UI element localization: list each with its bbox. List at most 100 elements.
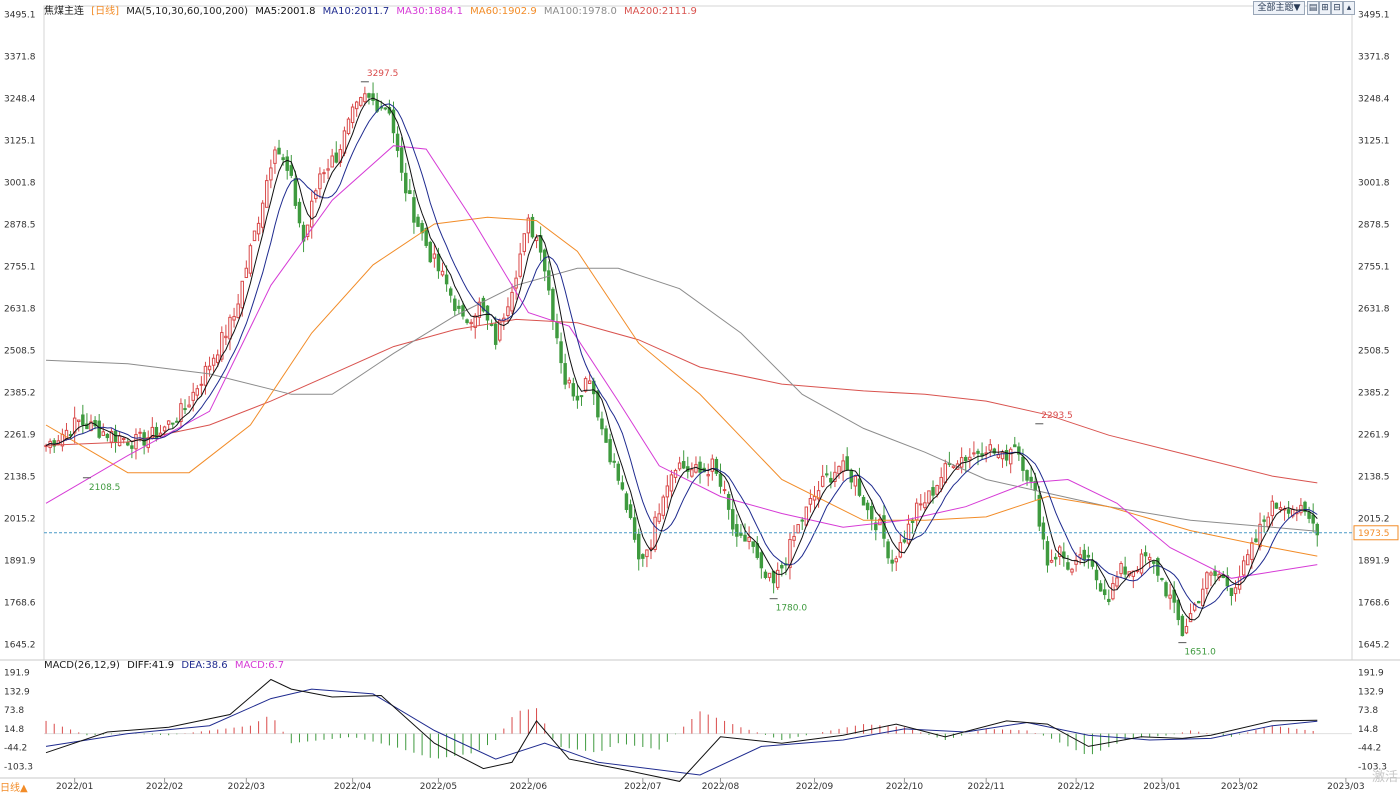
date-tick-label: 2022/03 xyxy=(228,782,265,792)
candle-down xyxy=(465,319,469,324)
candle-up xyxy=(1184,625,1189,634)
topic-dropdown-button[interactable]: 全部主题▼ xyxy=(1253,1,1305,15)
candle-down xyxy=(1029,476,1033,482)
candle-up xyxy=(1000,451,1005,460)
candle-down xyxy=(391,109,396,134)
price-tick-label-left: 2261.9 xyxy=(4,431,36,441)
candle-up xyxy=(820,475,825,487)
date-tick-label: 2022/12 xyxy=(1057,782,1094,792)
candle-down xyxy=(1213,570,1217,577)
candle-down xyxy=(1164,582,1168,597)
candle-up xyxy=(710,458,715,472)
candle-down xyxy=(698,461,702,473)
candle-up xyxy=(248,245,253,274)
macd-tick-label-left: 73.8 xyxy=(4,706,24,716)
last-price-label: 1973.5 xyxy=(1358,529,1390,539)
candle-up xyxy=(972,452,976,455)
candle-down xyxy=(571,383,576,397)
period-tab[interactable]: 日线▲ xyxy=(0,783,28,794)
candle-down xyxy=(1017,446,1021,455)
candle-down xyxy=(1123,566,1127,575)
macd-value: MACD:6.7 xyxy=(234,660,285,671)
candle-up xyxy=(207,365,212,371)
candle-up xyxy=(1070,568,1074,573)
candle-down xyxy=(559,341,563,364)
candle-up xyxy=(187,404,191,408)
candle-down xyxy=(1107,598,1111,603)
candle-up xyxy=(812,495,817,501)
candle-up xyxy=(440,270,445,276)
candle-up xyxy=(775,569,780,588)
candle-down xyxy=(771,570,776,584)
candle-up xyxy=(1237,576,1242,590)
period-badge[interactable]: [日线] xyxy=(91,6,119,17)
price-tick-label-left: 2878.5 xyxy=(4,221,36,231)
price-tick-label-left: 2631.8 xyxy=(4,305,36,315)
candle-up xyxy=(927,490,931,504)
collapse-icon[interactable]: ▴ xyxy=(1343,1,1355,15)
date-tick-label: 2023/03 xyxy=(1327,782,1364,792)
candle-up xyxy=(211,357,216,366)
candle-up xyxy=(1131,570,1136,577)
date-tick-label: 2022/11 xyxy=(967,782,1004,792)
candle-up xyxy=(1250,542,1254,560)
price-tick-label-right: 1891.9 xyxy=(1358,557,1390,567)
ma5-value: MA5:2001.8 xyxy=(255,6,316,17)
view-toggle-icon[interactable]: ▤ xyxy=(1307,1,1319,15)
price-tick-label-left: 1891.9 xyxy=(4,557,36,567)
candle-up xyxy=(224,335,228,339)
macd-tick-label-right: 132.9 xyxy=(1358,687,1384,697)
candle-up xyxy=(767,572,772,578)
candle-up xyxy=(318,173,322,190)
price-tick-label-left: 2755.1 xyxy=(4,263,36,273)
dea-value: DEA:38.6 xyxy=(181,660,228,671)
candle-down xyxy=(825,473,829,476)
candle-up xyxy=(657,513,661,522)
candle-down xyxy=(489,323,494,326)
candle-up xyxy=(330,155,334,168)
ma-params: MA(5,10,30,60,100,200) xyxy=(126,6,249,17)
candle-down xyxy=(1262,519,1266,522)
candle-up xyxy=(1299,504,1303,514)
candle-down xyxy=(1094,569,1099,581)
candle-down xyxy=(681,461,686,469)
candle-down xyxy=(845,456,849,471)
candle-up xyxy=(526,217,531,234)
macd-tick-label-right: -44.2 xyxy=(1358,744,1381,754)
macd-tick-label-left: 132.9 xyxy=(4,687,30,697)
candle-down xyxy=(1004,450,1009,461)
candle-down xyxy=(616,463,621,481)
candle-down xyxy=(890,559,894,564)
candle-up xyxy=(722,489,727,492)
candle-down xyxy=(461,305,465,317)
candle-up xyxy=(350,106,355,124)
candle-down xyxy=(457,305,461,309)
candle-up xyxy=(510,291,514,312)
candle-down xyxy=(1025,470,1029,481)
candle-down xyxy=(902,539,907,543)
candle-down xyxy=(865,502,870,511)
price-tick-label-left: 2015.2 xyxy=(4,515,36,525)
candle-up xyxy=(477,301,482,318)
candle-up xyxy=(1049,559,1054,563)
candle-up xyxy=(1147,556,1152,561)
price-tick-label-right: 2508.5 xyxy=(1358,347,1390,357)
candle-up xyxy=(645,549,649,558)
candle-up xyxy=(101,431,105,436)
zoom-out-icon[interactable]: ⊟ xyxy=(1331,1,1343,15)
price-tick-label-right: 1645.2 xyxy=(1358,641,1390,651)
candle-down xyxy=(493,323,498,345)
candle-up xyxy=(935,485,939,495)
candle-up xyxy=(653,516,657,551)
candle-up xyxy=(310,200,314,228)
candle-down xyxy=(1286,509,1291,514)
candle-down xyxy=(453,298,457,311)
candle-up xyxy=(265,180,269,208)
zoom-in-icon[interactable]: ⊞ xyxy=(1319,1,1331,15)
candle-down xyxy=(563,363,567,385)
candle-down xyxy=(175,420,179,423)
price-tick-label-left: 1645.2 xyxy=(4,641,36,651)
candle-up xyxy=(1266,516,1270,527)
candle-up xyxy=(1258,523,1262,548)
